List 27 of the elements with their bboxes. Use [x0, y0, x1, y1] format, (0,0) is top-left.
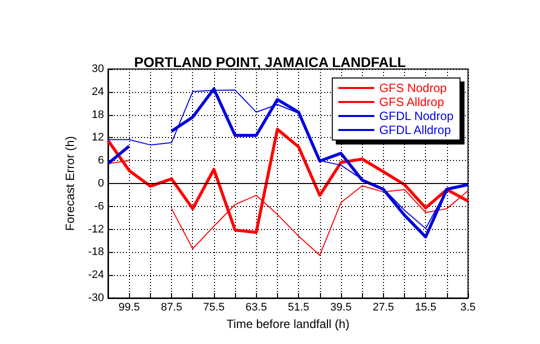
x-tick-label: 87.5 — [160, 302, 182, 314]
x-tick-label: 27.5 — [372, 302, 394, 314]
y-tick-label: -24 — [88, 269, 104, 282]
y-tick-label: -30 — [88, 292, 104, 304]
legend-label: GFDL Nodrop — [379, 109, 454, 123]
x-tick-label: 3.5 — [460, 302, 476, 314]
legend-label: GFS Alldrop — [379, 95, 444, 109]
x-tick-label: 63.5 — [246, 302, 267, 314]
x-tick-label: 15.5 — [414, 302, 436, 314]
y-tick-label: 24 — [92, 86, 104, 98]
y-tick-label: 12 — [92, 132, 104, 144]
x-axis-title: Time before landfall (h) — [226, 316, 350, 331]
legend-label: GFDL Alldrop — [379, 123, 452, 137]
y-tick-label: 30 — [92, 63, 104, 75]
x-tick-label: 51.5 — [288, 302, 310, 314]
x-tick-label: 99.5 — [118, 302, 140, 314]
y-tick-label: -12 — [88, 223, 104, 236]
y-axis-title: Forecast Error (h) — [63, 136, 77, 231]
chart-title: PORTLAND POINT, JAMAICA LANDFALL — [134, 54, 406, 70]
x-tick-label: 39.5 — [330, 302, 352, 314]
y-tick-label: -6 — [94, 200, 104, 212]
y-tick-label: -18 — [88, 246, 104, 258]
x-tick-label: 75.5 — [203, 302, 225, 314]
y-tick-label: 18 — [92, 108, 104, 121]
y-tick-label: 0 — [98, 178, 104, 190]
y-tick-label: 6 — [98, 154, 104, 167]
legend-label: GFS Nodrop — [379, 81, 447, 95]
